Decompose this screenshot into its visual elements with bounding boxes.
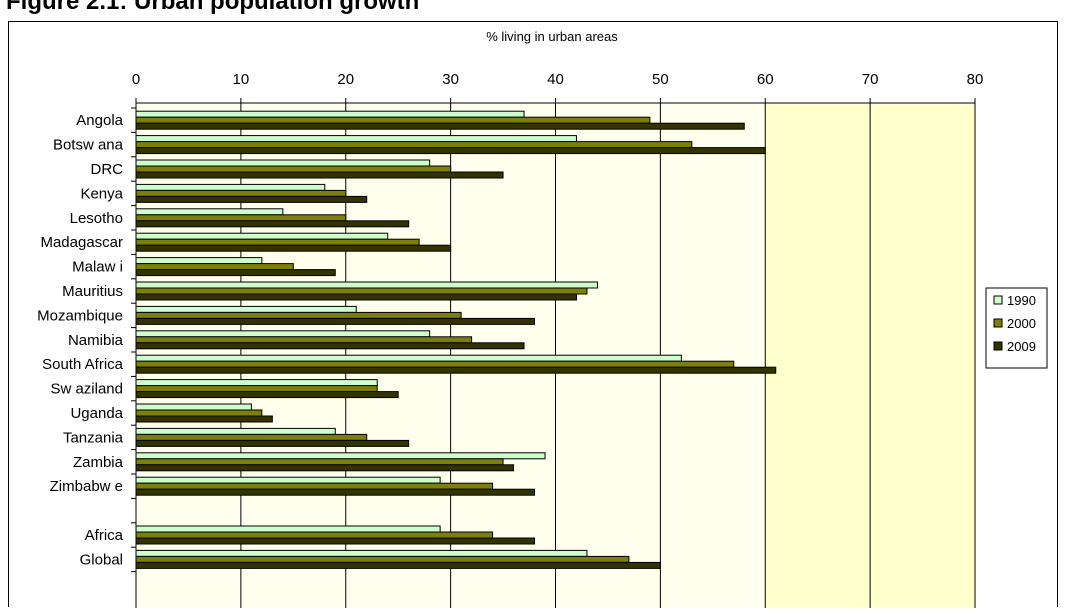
bar-1990: [135, 281, 598, 289]
bar-2000: [135, 433, 368, 441]
y-category-label: Botsw ana: [53, 137, 124, 154]
bar-1990: [135, 354, 682, 362]
bar-1990: [135, 135, 577, 143]
bar-2009: [135, 220, 410, 228]
y-category-label: Lesotho: [70, 210, 123, 227]
y-category-label: Namibia: [68, 332, 124, 349]
bar-2000: [135, 287, 588, 295]
bar-chart: 0 10 20 30 40 50 60 70 80 Angola Botsw ana DRC Kenya…: [37, 29, 1048, 608]
bar-2000: [135, 531, 494, 539]
y-category-label: DRC: [91, 161, 124, 178]
y-category-label: Kenya: [80, 185, 123, 202]
bar-2009: [135, 488, 536, 496]
bar-2000: [135, 409, 263, 417]
y-category-label: Angola: [76, 112, 123, 129]
bar-2000: [135, 385, 378, 393]
bar-2009: [135, 561, 661, 569]
bar-2000: [135, 116, 651, 124]
bar-2009: [135, 366, 777, 374]
y-category-label: Madagascar: [40, 234, 123, 251]
bar-2009: [135, 147, 766, 155]
y-category-label: Africa: [85, 527, 124, 544]
bar-1990: [135, 183, 326, 191]
bar-1990: [135, 330, 431, 338]
bar-2000: [135, 555, 630, 563]
bar-1990: [135, 305, 357, 313]
legend-label-2009: 2009: [1007, 339, 1036, 354]
bar-2009: [135, 537, 536, 545]
x-tick-label-30: 30: [442, 71, 459, 88]
x-tick-label-60: 60: [757, 71, 774, 88]
bar-2009: [135, 342, 525, 350]
bar-1990: [135, 208, 284, 216]
y-category-label: Global: [80, 551, 123, 568]
y-category-label: Zambia: [73, 454, 124, 471]
bar-1990: [135, 110, 525, 118]
y-category-label: Mauritius: [62, 283, 123, 300]
bar-2000: [135, 263, 294, 271]
bar-2000: [135, 165, 452, 173]
bar-2009: [135, 464, 515, 472]
bar-2000: [135, 214, 347, 222]
y-category-label: South Africa: [42, 356, 124, 373]
bar-2009: [135, 122, 745, 130]
bar-1990: [135, 159, 431, 167]
bar-2000: [135, 336, 473, 344]
legend-swatch-2009: [993, 341, 1003, 351]
bar-2009: [135, 391, 399, 399]
bar-1990: [135, 476, 441, 484]
bar-2009: [135, 195, 368, 203]
bar-2009: [135, 317, 536, 325]
y-category-label: Uganda: [70, 405, 123, 422]
bar-1990: [135, 549, 588, 557]
bar-2000: [135, 141, 693, 149]
bar-2009: [135, 293, 577, 301]
bar-2000: [135, 458, 504, 466]
bar-2009: [135, 244, 452, 252]
page-title-text: Figure 2.1: Urban population growth: [6, 0, 420, 15]
y-category-label: Mozambique: [37, 307, 123, 324]
x-tick-label-20: 20: [337, 71, 354, 88]
legend-label-1990: 1990: [1007, 293, 1036, 308]
x-tick-label-70: 70: [862, 71, 879, 88]
legend: 1990 2000 2009: [985, 287, 1048, 369]
axes: 0 10 20 30 40 50 60 70 80 Angola Botsw ana DRC Kenya…: [37, 71, 983, 608]
legend-swatch-2000: [993, 318, 1003, 328]
y-category-label: Zimbabw e: [50, 478, 123, 495]
x-tick-label-10: 10: [233, 71, 250, 88]
bar-1990: [135, 403, 252, 411]
bar-2000: [135, 189, 347, 197]
bar-1990: [135, 452, 546, 460]
bar-2000: [135, 360, 735, 368]
bar-1990: [135, 379, 378, 387]
bar-2000: [135, 311, 462, 319]
bar-1990: [135, 257, 263, 265]
bar-2009: [135, 171, 504, 179]
legend-swatch-1990: [993, 295, 1003, 305]
bar-2009: [135, 415, 273, 423]
legend-label-2000: 2000: [1007, 316, 1036, 331]
x-tick-label-0: 0: [132, 71, 140, 88]
x-tick-label-40: 40: [547, 71, 564, 88]
bar-2009: [135, 439, 410, 447]
chart-frame: 0 10 20 30 40 50 60 70 80 Angola Botsw ana DRC Kenya…: [8, 21, 1058, 608]
bar-1990: [135, 427, 336, 435]
chart-title: % living in urban areas: [486, 29, 618, 44]
y-category-label: Sw aziland: [50, 381, 123, 398]
page-title: Figure 2.1: Urban population growth: [0, 0, 1068, 18]
bar-2009: [135, 269, 336, 277]
y-category-label: Malaw i: [72, 259, 123, 276]
bar-1990: [135, 232, 389, 240]
bar-2000: [135, 238, 420, 246]
bar-1990: [135, 525, 441, 533]
bar-2000: [135, 482, 494, 490]
y-category-label: Tanzania: [63, 429, 124, 446]
x-tick-label-80: 80: [967, 71, 984, 88]
x-tick-label-50: 50: [652, 71, 669, 88]
